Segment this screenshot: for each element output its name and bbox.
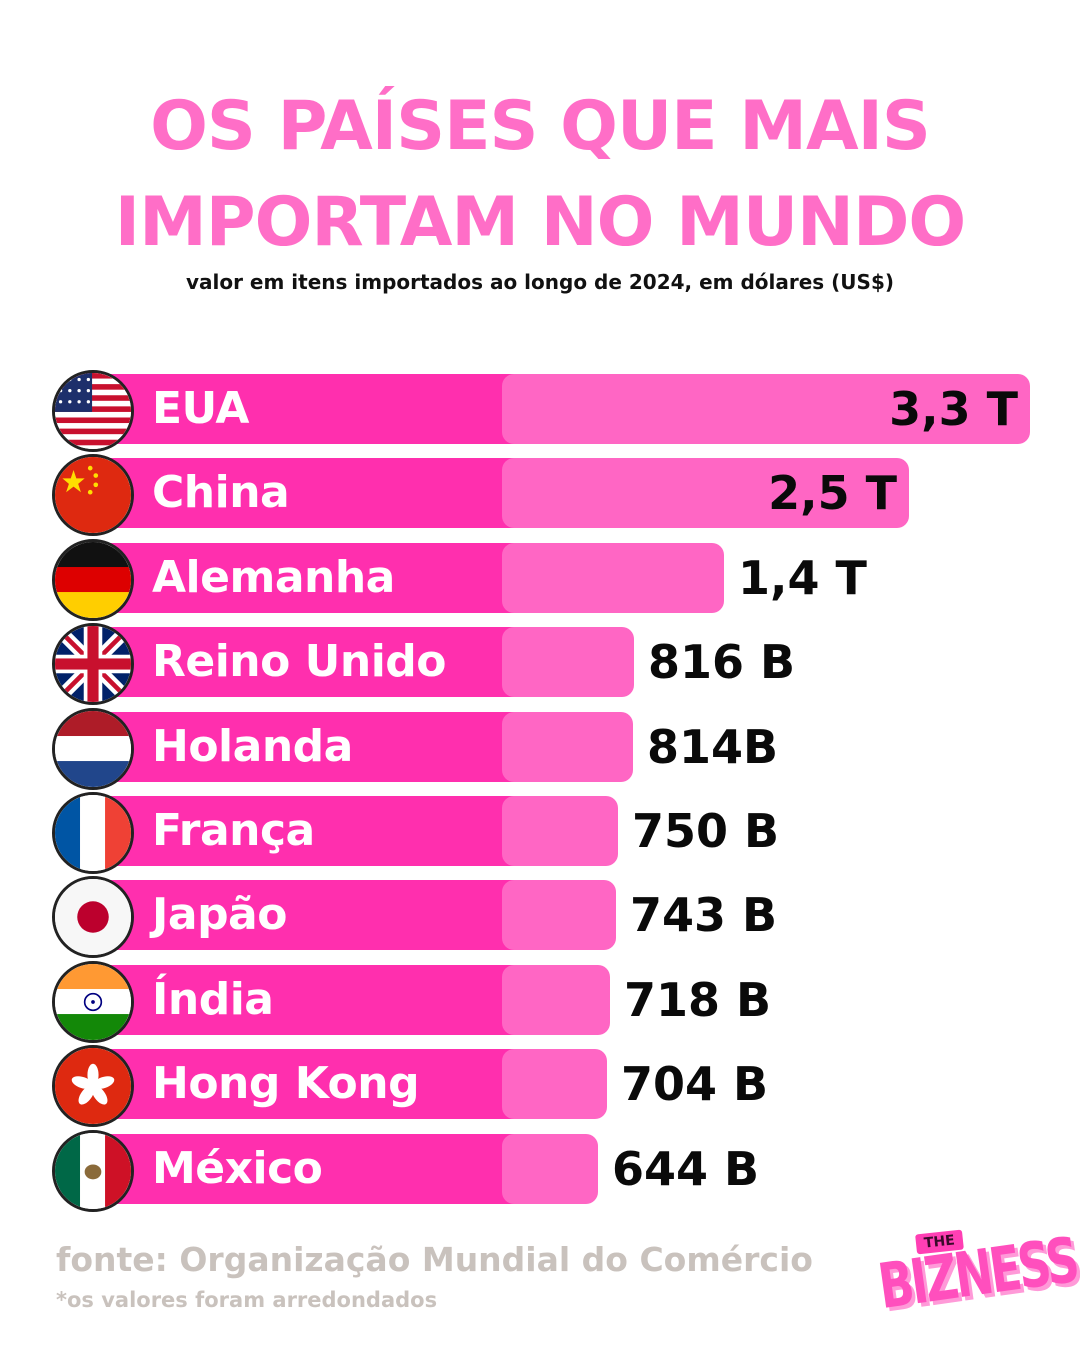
country-label-bar <box>96 796 546 866</box>
country-label-bar <box>96 1049 546 1120</box>
page-title-line-1: OS PAÍSES QUE MAIS <box>150 87 931 166</box>
value-label: 2,5 T <box>768 466 897 521</box>
country-label-bar <box>96 458 546 529</box>
value-label: 1,4 T <box>738 550 867 605</box>
value-bar <box>502 711 633 782</box>
country-label-bar <box>96 1133 546 1204</box>
value-bar <box>502 374 1030 444</box>
country-label: Índia <box>152 973 274 1025</box>
value-bar <box>502 1049 607 1120</box>
country-label-bar <box>96 880 546 951</box>
country-label: França <box>152 805 315 856</box>
hong-kong-flag-icon <box>52 1045 134 1128</box>
country-label: Reino Unido <box>152 636 447 688</box>
country-label-bar <box>96 542 546 613</box>
value-label: 3,3 T <box>889 382 1018 436</box>
value-bar <box>502 542 724 613</box>
chart-row: Índia 718 B <box>52 960 1052 1043</box>
source-text: fonte: Organização Mundial do Comércio <box>56 1240 813 1279</box>
country-label: México <box>152 1142 323 1194</box>
chart-row: China 2,5 T <box>52 454 1052 537</box>
china-flag-icon <box>52 454 134 537</box>
country-label: EUA <box>152 383 249 434</box>
country-label-bar <box>96 374 546 444</box>
value-label: 816 B <box>648 635 796 690</box>
country-label-bar <box>96 627 546 698</box>
country-label: Hong Kong <box>152 1058 420 1110</box>
chart-row: França 750 B <box>52 792 1052 874</box>
value-label: 750 B <box>632 804 780 858</box>
chart-row: Alemanha 1,4 T <box>52 538 1052 621</box>
page-title-line-2: IMPORTAM NO MUNDO <box>114 183 966 262</box>
usa-flag-icon <box>52 370 134 452</box>
value-label: 704 B <box>621 1057 769 1112</box>
value-bar <box>502 796 618 866</box>
value-bar <box>502 627 634 698</box>
france-flag-icon <box>52 792 134 874</box>
value-bar <box>502 1133 598 1204</box>
country-label: Alemanha <box>152 551 395 603</box>
chart-row: EUA 3,3 T <box>52 370 1052 452</box>
chart-row: Hong Kong 704 B <box>52 1045 1052 1128</box>
value-label: 644 B <box>612 1141 760 1196</box>
value-bar <box>502 880 616 951</box>
value-bar <box>502 458 909 529</box>
footnote: *os valores foram arredondados <box>56 1288 438 1312</box>
subtitle: valor em itens importados ao longo de 20… <box>185 270 895 294</box>
value-bar <box>502 964 610 1035</box>
value-label: 814B <box>647 719 779 774</box>
germany-flag-icon <box>52 538 134 621</box>
india-flag-icon <box>52 960 134 1043</box>
uk-flag-icon <box>52 623 134 706</box>
brand-logo: THE BIZNESS <box>874 1223 1080 1324</box>
chart-row: México 644 B <box>52 1129 1052 1212</box>
mexico-flag-icon <box>52 1129 134 1212</box>
country-label-bar <box>96 711 546 782</box>
chart-row: Reino Unido 816 B <box>52 623 1052 706</box>
country-label: Holanda <box>152 720 353 772</box>
netherlands-flag-icon <box>52 707 134 790</box>
chart-row: Japão 743 B <box>52 876 1052 959</box>
value-label: 718 B <box>624 972 772 1027</box>
country-label: China <box>152 467 290 519</box>
chart-row: Holanda 814B <box>52 707 1052 790</box>
value-label: 743 B <box>630 888 778 943</box>
country-label: Japão <box>152 889 287 941</box>
japan-flag-icon <box>52 876 134 959</box>
country-label-bar <box>96 964 546 1035</box>
